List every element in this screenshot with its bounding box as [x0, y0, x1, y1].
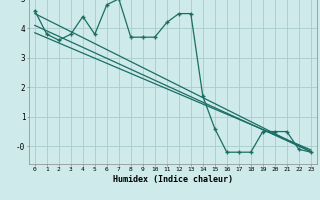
- X-axis label: Humidex (Indice chaleur): Humidex (Indice chaleur): [113, 175, 233, 184]
